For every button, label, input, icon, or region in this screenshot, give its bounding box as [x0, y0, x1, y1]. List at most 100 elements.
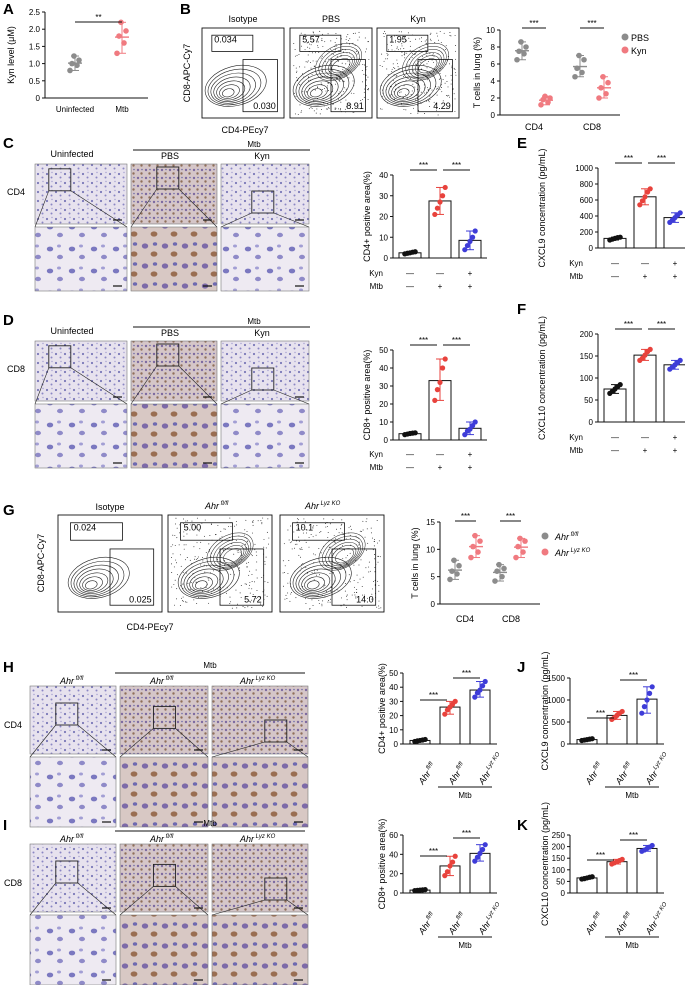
panel-g-flow-event: [378, 540, 380, 542]
panel-b-flow-event: [357, 107, 359, 109]
panel-d-sig-label: ***: [419, 336, 428, 345]
panel-b-flow-event: [331, 84, 333, 85]
panel-b-flow-contour: [394, 84, 415, 99]
panel-b-flow-event: [398, 31, 400, 33]
panel-b-point: [574, 65, 580, 72]
panel-g-flow-event: [330, 598, 332, 600]
panel-g-flow-event: [320, 531, 322, 532]
panel-b-flow-event: [363, 73, 365, 75]
panel-b-flow-event: [437, 53, 439, 55]
panel-g-sig-label: ***: [461, 512, 470, 521]
panel-b-flow-event: [429, 33, 431, 35]
panel-g-flow-event: [327, 531, 329, 533]
panel-g-flow-event: [356, 589, 358, 591]
panel-g-flow-event: [254, 581, 256, 583]
panel-j-point: [589, 736, 595, 742]
panel-g-flow-event: [171, 557, 173, 559]
panel-b-flow-event: [306, 42, 308, 44]
panel-g-flow-event: [186, 601, 188, 603]
panel-g-flow-event: [240, 585, 242, 587]
panel-b-flow-event: [411, 90, 413, 92]
panel-b-flow-event: [441, 91, 443, 93]
panel-b-flow-event: [389, 85, 391, 87]
panel-b-flow-event: [380, 85, 382, 87]
panel-b-flow-event: [352, 56, 354, 58]
panel-i-sig-label: ***: [462, 829, 471, 838]
panel-g-flow-event: [205, 552, 207, 554]
panel-b-flow-event: [390, 93, 392, 95]
panel-g-flow-event: [302, 526, 304, 528]
panel-j-y-tick-label: 500: [552, 718, 566, 727]
panel-b-flow-contour: [328, 55, 353, 75]
panel-b-flow-event: [339, 80, 341, 82]
panel-g-flow-event: [236, 607, 238, 609]
panel-b-flow-event: [424, 113, 425, 114]
panel-c-point: [440, 193, 446, 199]
panel-b-x-label: CD4: [525, 122, 543, 132]
panel-g-flow-event: [180, 565, 182, 567]
panel-g-flow-event: [182, 571, 184, 573]
panel-g-flow-event: [319, 574, 321, 576]
panel-d-mtb-sign: +: [438, 463, 443, 472]
panel-c-row-label: Kyn: [369, 269, 383, 278]
panel-b-flow-event: [439, 30, 441, 32]
panel-g-flow-event: [220, 530, 222, 532]
panel-label-e: E: [517, 135, 527, 152]
panel-b-flow-event: [308, 43, 310, 45]
panel-k-sig-label: ***: [629, 831, 638, 840]
panel-g-flow-event: [377, 555, 379, 557]
panel-g-flow-event: [349, 552, 351, 554]
panel-g-flow-contour: [180, 560, 235, 598]
panel-g-flow-event: [353, 564, 355, 566]
panel-h-x-label: Ahr fl/fl: [416, 761, 439, 787]
panel-b-flow-event: [416, 65, 418, 66]
panel-b-flow-event: [450, 83, 452, 85]
panel-b-point: [545, 99, 551, 106]
panel-g-flow-event: [288, 539, 290, 541]
panel-label-a: A: [3, 1, 14, 18]
panel-b-flow-event: [449, 96, 450, 98]
panel-b-flow-event: [308, 108, 310, 110]
panel-b-flow-event: [324, 41, 326, 43]
panel-e-mtb-sign: +: [673, 272, 678, 281]
panel-b-flow-event: [327, 76, 329, 78]
panel-b-flow-event: [382, 92, 384, 94]
panel-g-flow-event: [217, 588, 219, 590]
panel-g-flow-event: [365, 521, 367, 523]
panel-g-flow-contour: [216, 542, 247, 567]
panel-k-x-label: Ahr Lyz KO: [643, 901, 672, 937]
panel-b-flow-event: [426, 43, 428, 45]
panel-g-flow-event: [290, 593, 292, 595]
panel-c-uninfected-zoom: [34, 226, 128, 292]
panel-k-y-tick-label: 200: [552, 843, 566, 852]
panel-b-flow-event: [348, 43, 350, 45]
panel-e-y-tick-label: 400: [580, 212, 594, 221]
panel-i-point: [444, 869, 450, 875]
panel-b-flow-event: [413, 107, 414, 109]
panel-b-flow-gate-value: 5.57: [302, 34, 320, 44]
panel-b-flow-event: [317, 104, 319, 106]
panel-b-flow-gate: [330, 59, 366, 113]
panel-b-flow-event: [365, 51, 367, 53]
panel-b-flow-event: [420, 102, 422, 104]
panel-b-sig-label: ***: [529, 19, 538, 28]
panel-h-y-tick-label: 40: [389, 683, 398, 692]
panel-g-flow-event: [239, 569, 240, 571]
panel-g-flow-event: [237, 551, 239, 553]
panel-g-flow-event: [343, 565, 345, 567]
panel-g-flow-event: [202, 560, 204, 562]
panel-b-flow-event: [399, 92, 401, 94]
panel-b-flow-event: [314, 52, 316, 54]
panel-b-flow-event: [429, 38, 431, 40]
panel-g-flow-event: [329, 546, 331, 548]
panel-g-flow-event: [193, 589, 195, 591]
panel-b-flow-event: [433, 101, 435, 103]
panel-g-flow-event: [305, 598, 306, 600]
panel-b-flow-event: [345, 63, 347, 65]
panel-b-flow-event: [455, 45, 456, 46]
panel-b-flow-event: [442, 100, 444, 102]
panel-b-flow-event: [318, 52, 320, 54]
panel-g-legend-label: Ahr Lyz KO: [554, 548, 591, 558]
panel-b-flow-event: [379, 65, 381, 67]
panel-b-flow-event: [355, 51, 357, 52]
